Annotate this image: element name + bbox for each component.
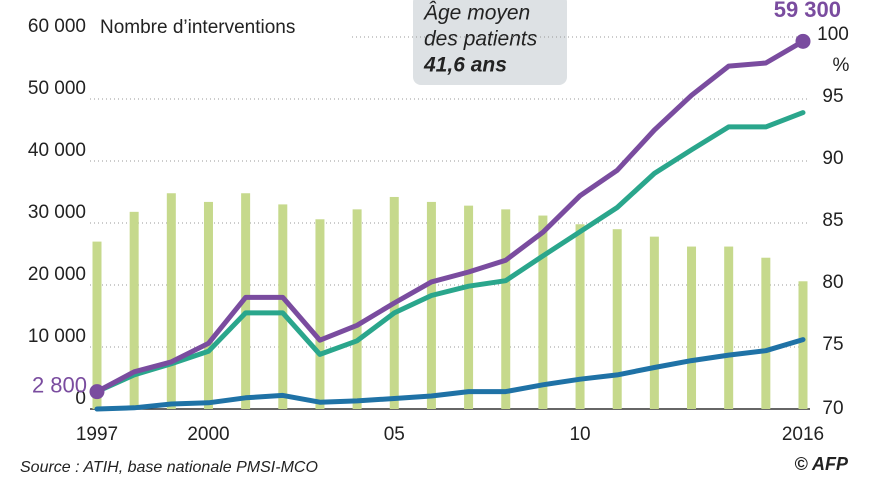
line [94,110,806,395]
bar [426,201,436,409]
x-tick-label: 05 [384,424,405,445]
y2-tick-label: 85 [822,210,843,231]
annotation: des patients [424,28,538,51]
y-tick-label: 20 000 [28,264,86,285]
y2-tick-label: 100 [817,24,849,45]
x-tick-label: 2000 [187,424,229,445]
bar [352,209,362,409]
y-tick-label: 30 000 [28,202,86,223]
line [94,38,806,395]
x-tick-label: 2016 [782,424,824,445]
annotation: Âge moyen [423,2,530,25]
y-tick-label: 0 [75,388,86,409]
bar [612,229,622,409]
bar [798,281,808,409]
y-tick-label: 60 000 [28,16,86,37]
value-label: 2 800 [32,372,87,397]
bar [501,209,511,409]
y2-tick-label: 90 [822,148,843,169]
y-tick-label: 10 000 [28,326,86,347]
bar [464,205,474,409]
end-point [89,384,105,400]
credit: © AFP [794,454,849,474]
y-tick-label: 50 000 [28,78,86,99]
y2-axis-label: % [833,55,850,76]
y-tick-label: 40 000 [28,140,86,161]
annotation: 41,6 ans [423,54,507,77]
bar [761,257,771,409]
y2-tick-label: 70 [822,398,843,419]
bar [687,246,697,409]
bar [575,224,585,409]
bar [129,211,139,409]
y2-tick-label: 80 [822,272,843,293]
y2-tick-label: 75 [822,334,843,355]
source: Source : ATIH, base nationale PMSI-MCO [20,459,318,476]
annotation-box [413,0,567,85]
bar [538,215,548,409]
bar [92,241,102,409]
end-point [795,33,811,49]
bar [315,219,325,409]
y-axis-label: Nombre d’interventions [100,17,295,38]
bar [724,246,734,409]
y2-tick-label: 95 [822,86,843,107]
bar [166,193,176,409]
bar [278,204,288,409]
line [94,337,806,412]
x-tick-label: 1997 [76,424,118,445]
bar [203,201,213,409]
x-tick-label: 10 [569,424,590,445]
bar [649,236,659,409]
value-label: 59 300 [774,0,841,22]
